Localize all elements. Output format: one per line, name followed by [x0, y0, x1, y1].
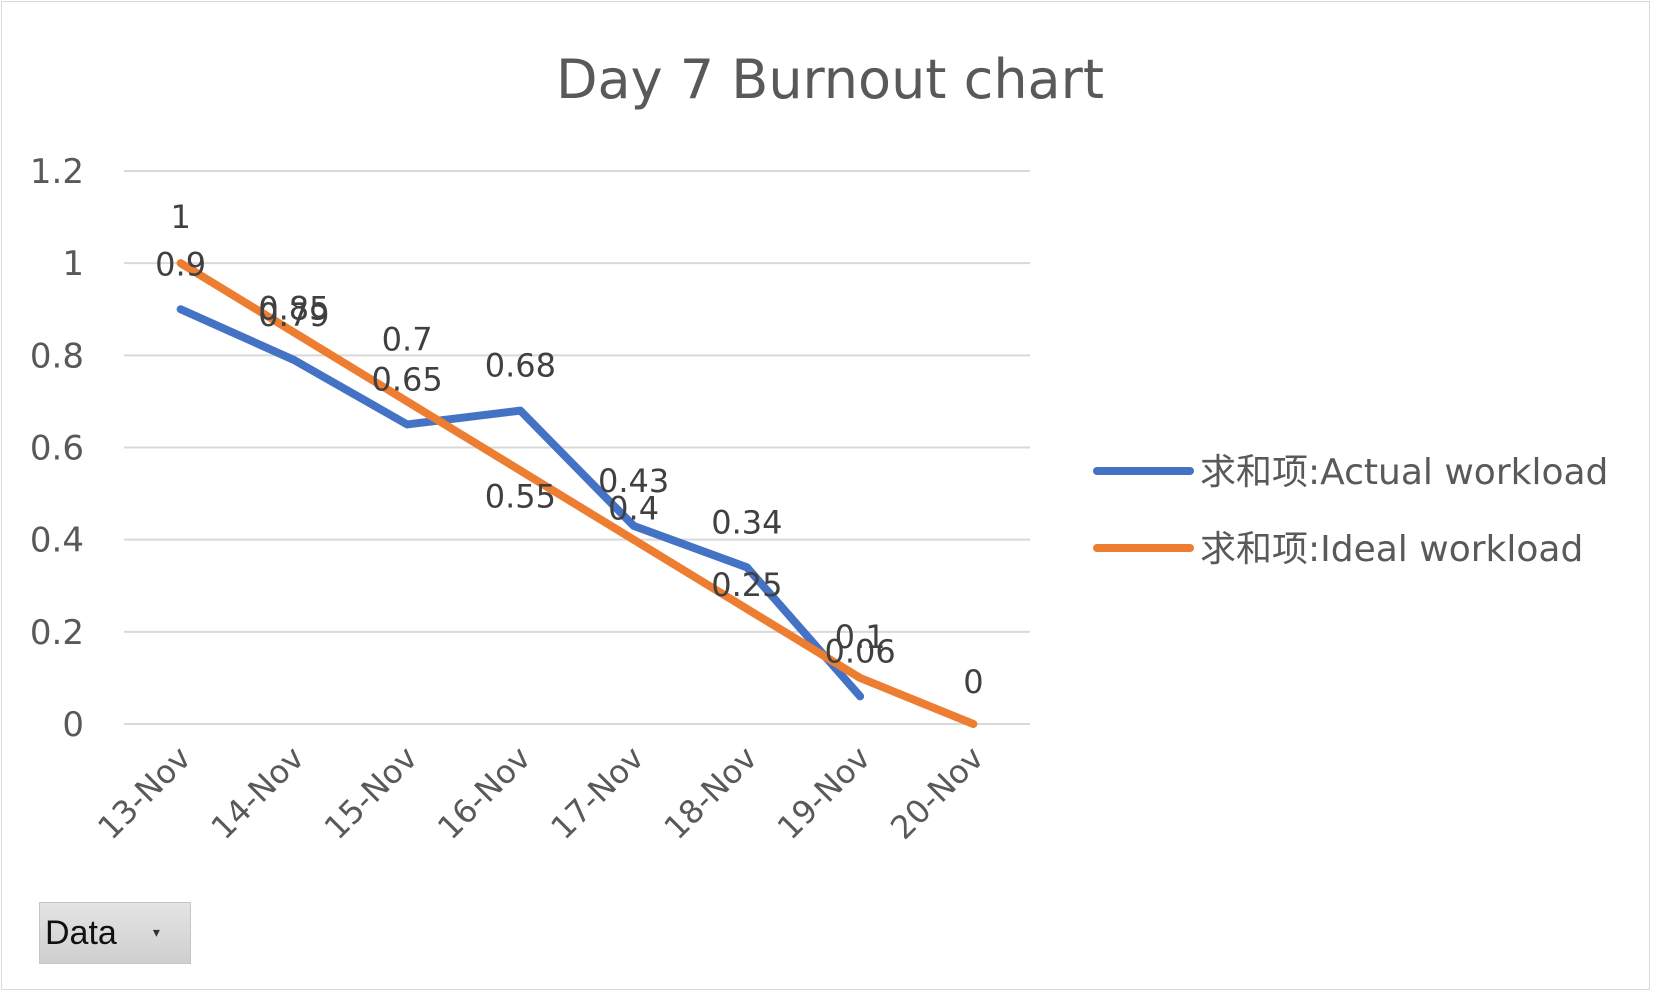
ideal-data-label: 1 [170, 198, 190, 236]
legend-label-actual: 求和项:Actual workload [1200, 452, 1608, 493]
y-tick-label: 0.6 [30, 429, 84, 469]
x-tick-label: 18-Nov [657, 739, 765, 847]
ideal-workload-line [176, 259, 978, 728]
ideal-data-label: 0.85 [258, 289, 329, 327]
actual-data-label: 0.9 [155, 245, 206, 283]
ideal-data-label: 0.25 [711, 566, 782, 604]
x-tick-label: 20-Nov [883, 739, 991, 847]
actual-data-label: 0.65 [372, 360, 443, 398]
chart-title: Day 7 Burnout chart [556, 48, 1104, 111]
data-labels: 0.9 0.79 0.65 0.68 0.43 0.34 0.06 1 0.85 0.7 0.55 0… [155, 198, 983, 701]
chevron-down-icon: ▾ [152, 925, 160, 941]
y-tick-label: 1 [62, 244, 84, 284]
x-tick-label: 19-Nov [770, 739, 878, 847]
x-tick-label: 15-Nov [317, 739, 425, 847]
x-tick-label: 14-Nov [204, 739, 312, 847]
actual-data-label: 0.43 [598, 462, 669, 500]
y-tick-label: 0 [62, 705, 84, 745]
series-lines [176, 259, 978, 728]
ideal-data-label: 0 [963, 663, 983, 701]
x-axis: 13-Nov 14-Nov 15-Nov 16-Nov 17-Nov 18-Nov 19-N… [90, 739, 991, 847]
actual-data-label: 0.06 [825, 632, 896, 670]
data-filter-label: Data [45, 913, 117, 952]
x-tick-label: 13-Nov [90, 739, 198, 847]
actual-workload-line [176, 305, 865, 701]
ideal-data-label: 0.7 [382, 320, 433, 358]
x-tick-label: 16-Nov [430, 739, 538, 847]
ideal-data-label: 0.55 [485, 478, 556, 516]
y-tick-label: 0.2 [30, 613, 84, 653]
data-filter-button[interactable]: Data ▾ [39, 902, 191, 964]
ideal-data-label: 0.1 [835, 618, 886, 656]
actual-data-label: 0.34 [711, 503, 782, 541]
y-tick-label: 0.4 [30, 521, 84, 561]
y-axis: 0 0.2 0.4 0.6 0.8 1 1.2 [30, 152, 84, 745]
actual-data-label: 0.79 [258, 296, 329, 334]
legend: 求和项:Actual workload 求和项:Ideal workload [1093, 452, 1608, 570]
legend-label-ideal: 求和项:Ideal workload [1200, 529, 1583, 570]
x-tick-label: 17-Nov [543, 739, 651, 847]
ideal-data-label: 0.4 [608, 490, 659, 528]
y-tick-label: 0.8 [30, 336, 84, 376]
actual-data-label: 0.68 [485, 347, 556, 385]
y-tick-label: 1.2 [30, 152, 84, 192]
